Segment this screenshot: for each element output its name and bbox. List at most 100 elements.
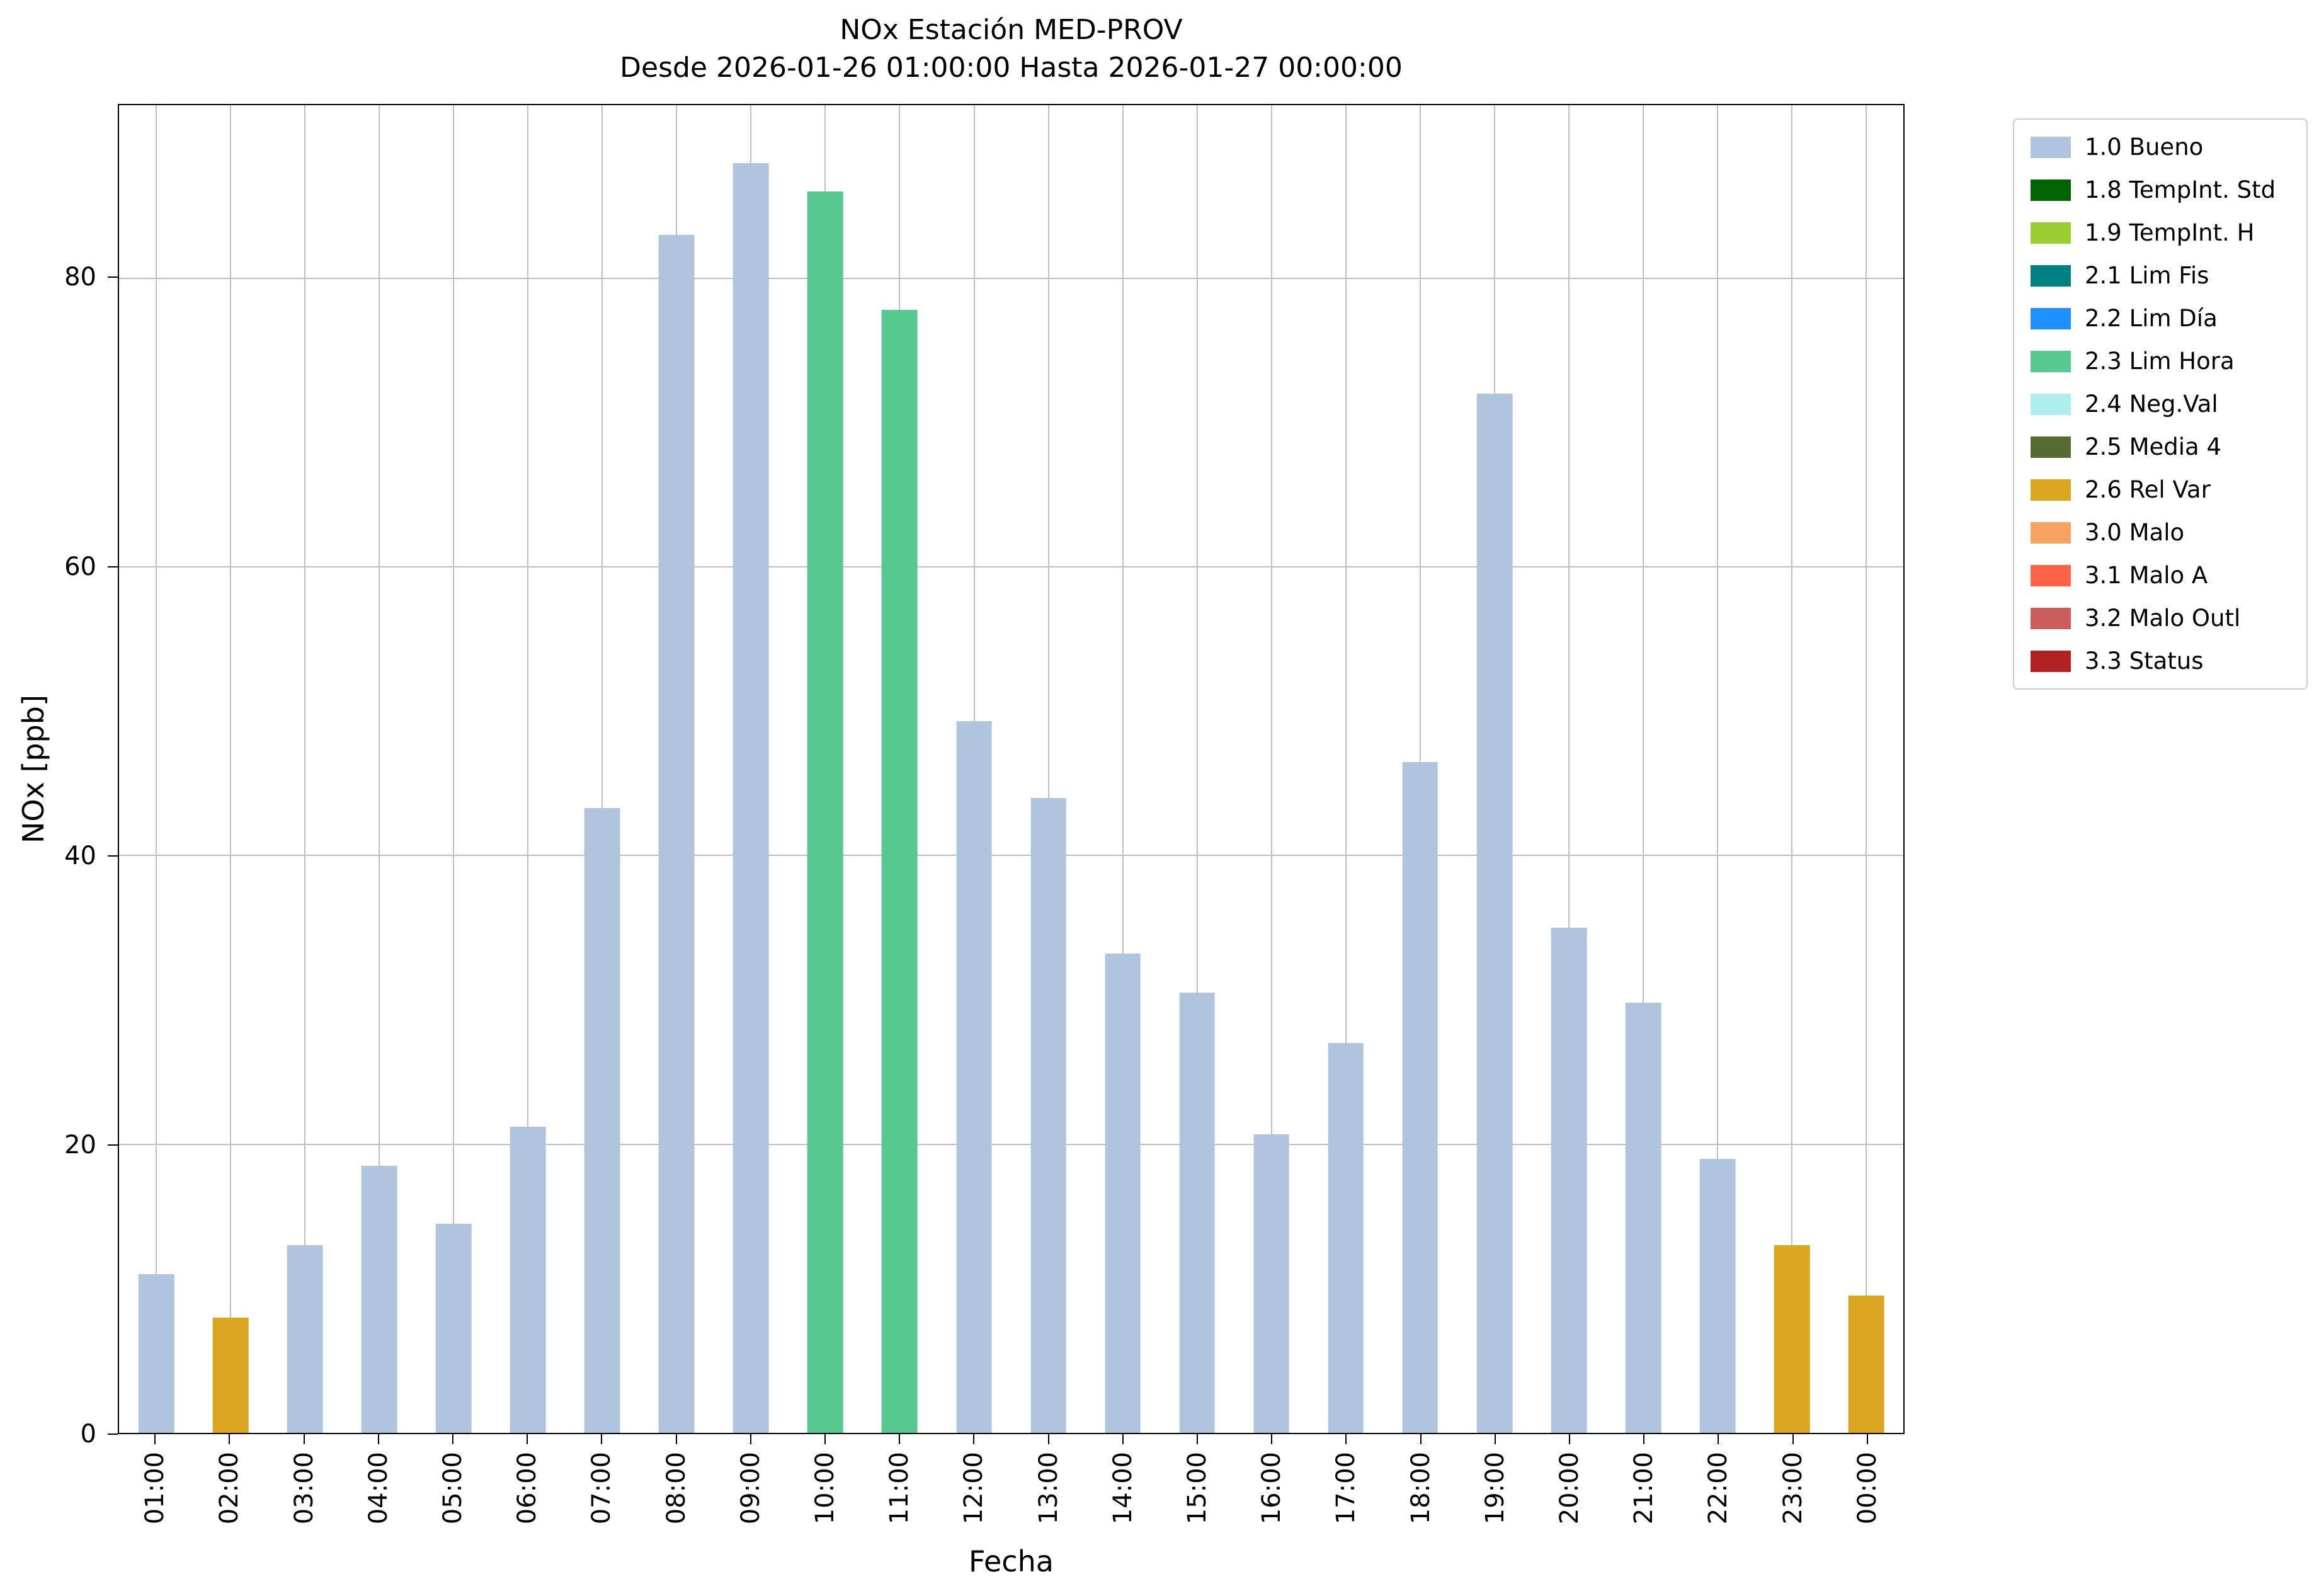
- v-gridline: [1642, 105, 1644, 1433]
- legend-item-label: 2.1 Lim Fis: [2085, 262, 2209, 289]
- bar-slot: [119, 105, 193, 1433]
- bar-23:00: [1774, 1245, 1810, 1433]
- x-tick-mark: [601, 1434, 603, 1444]
- h-gridline: [119, 566, 1903, 568]
- bar-slot: [1532, 105, 1606, 1433]
- x-tick-label: 01:00: [140, 1452, 170, 1525]
- x-tick: 18:00: [1383, 1434, 1457, 1573]
- x-tick: 17:00: [1309, 1434, 1383, 1573]
- x-tick-label: 13:00: [1034, 1452, 1063, 1525]
- x-tick-label: 20:00: [1554, 1452, 1584, 1525]
- x-tick-mark: [1271, 1434, 1273, 1444]
- x-tick: 02:00: [192, 1434, 266, 1573]
- x-tick-mark: [1196, 1434, 1198, 1444]
- x-tick: 13:00: [1011, 1434, 1085, 1573]
- legend-item: 2.5 Media 4: [2031, 433, 2290, 460]
- x-tick: 14:00: [1086, 1434, 1160, 1573]
- x-tick-mark: [973, 1434, 975, 1444]
- bar-slot: [1755, 105, 1829, 1433]
- x-tick: 03:00: [266, 1434, 341, 1573]
- legend-item-label: 2.6 Rel Var: [2085, 476, 2211, 503]
- bar-02:00: [212, 1317, 249, 1433]
- legend-item: 2.3 Lim Hora: [2031, 348, 2290, 375]
- bar-00:00: [1848, 1296, 1884, 1433]
- x-tick-mark: [377, 1434, 379, 1444]
- x-tick: 01:00: [118, 1434, 192, 1573]
- chart-titles: NOx Estación MED-PROV Desde 2026-01-26 0…: [118, 11, 1905, 87]
- bar-slot: [1383, 105, 1457, 1433]
- y-tick-label: 20: [64, 1130, 96, 1160]
- v-gridline: [1047, 105, 1049, 1433]
- x-tick-mark: [1568, 1434, 1570, 1444]
- x-tick-label: 16:00: [1257, 1452, 1287, 1525]
- bar-07:00: [584, 807, 620, 1433]
- x-tick: 21:00: [1607, 1434, 1681, 1573]
- v-gridline: [1791, 105, 1793, 1433]
- v-gridline: [1568, 105, 1570, 1433]
- v-gridline: [1122, 105, 1124, 1433]
- x-tick: 19:00: [1458, 1434, 1532, 1573]
- y-tick-mark: [108, 566, 118, 567]
- x-tick-label: 10:00: [810, 1452, 840, 1525]
- x-tick: 07:00: [564, 1434, 639, 1573]
- x-axis-ticks: 01:00 02:00 03:00 04:00 05:00 06:00 07:00 08:00…: [118, 1434, 1905, 1573]
- x-tick-mark: [1718, 1434, 1719, 1444]
- x-tick-label: 12:00: [959, 1452, 989, 1525]
- x-tick-label: 08:00: [661, 1452, 691, 1525]
- bar-slot: [268, 105, 342, 1433]
- h-gridline: [119, 277, 1903, 279]
- bar-slot: [937, 105, 1011, 1433]
- bar-slot: [1011, 105, 1086, 1433]
- bar-18:00: [1402, 761, 1439, 1433]
- h-gridline: [119, 1143, 1903, 1145]
- x-tick-label: 03:00: [289, 1452, 319, 1525]
- x-tick-mark: [154, 1434, 156, 1444]
- x-tick-label: 00:00: [1852, 1452, 1882, 1525]
- bar-17:00: [1328, 1043, 1364, 1433]
- x-tick: 06:00: [490, 1434, 564, 1573]
- x-tick-label: 19:00: [1480, 1452, 1510, 1525]
- bar-slot: [1309, 105, 1383, 1433]
- legend-item-label: 1.9 TempInt. H: [2085, 219, 2255, 246]
- x-tick: 04:00: [341, 1434, 416, 1573]
- x-tick-label: 22:00: [1704, 1452, 1733, 1525]
- legend-swatch: [2031, 607, 2071, 629]
- h-gridline: [119, 855, 1903, 857]
- bar-12:00: [956, 721, 992, 1433]
- bar-10:00: [807, 191, 843, 1433]
- v-gridline: [1866, 105, 1867, 1433]
- bar-slot: [1606, 105, 1680, 1433]
- x-tick-label: 05:00: [438, 1452, 467, 1525]
- v-gridline: [1345, 105, 1347, 1433]
- bar-08:00: [659, 235, 695, 1433]
- x-axis-label: Fecha: [969, 1544, 1054, 1578]
- y-tick-mark: [108, 1434, 118, 1435]
- x-tick-mark: [899, 1434, 901, 1444]
- bar-slot: [1086, 105, 1160, 1433]
- v-gridline: [453, 105, 455, 1433]
- bar-09:00: [733, 162, 769, 1433]
- x-tick-label: 18:00: [1406, 1452, 1435, 1525]
- legend-item: 2.6 Rel Var: [2031, 476, 2290, 503]
- legend-swatch: [2031, 222, 2071, 244]
- legend-item: 1.8 TempInt. Std: [2031, 176, 2290, 203]
- bar-22:00: [1699, 1158, 1736, 1433]
- bar-slot: [491, 105, 565, 1433]
- bar-slot: [788, 105, 862, 1433]
- x-tick: 20:00: [1532, 1434, 1607, 1573]
- bar-slot: [639, 105, 714, 1433]
- x-tick-label: 14:00: [1108, 1452, 1137, 1525]
- x-tick-mark: [1866, 1434, 1868, 1444]
- bar-01:00: [138, 1274, 174, 1433]
- bar-slot: [193, 105, 268, 1433]
- bar-05:00: [435, 1223, 472, 1433]
- legend-swatch: [2031, 479, 2071, 501]
- legend-swatch: [2031, 350, 2071, 372]
- x-tick-label: 23:00: [1778, 1452, 1808, 1525]
- legend-item: 2.4 Neg.Val: [2031, 390, 2290, 418]
- bar-slot: [416, 105, 491, 1433]
- legend-swatch: [2031, 136, 2071, 158]
- plot-area: [118, 104, 1905, 1434]
- y-tick-label: 0: [80, 1420, 96, 1449]
